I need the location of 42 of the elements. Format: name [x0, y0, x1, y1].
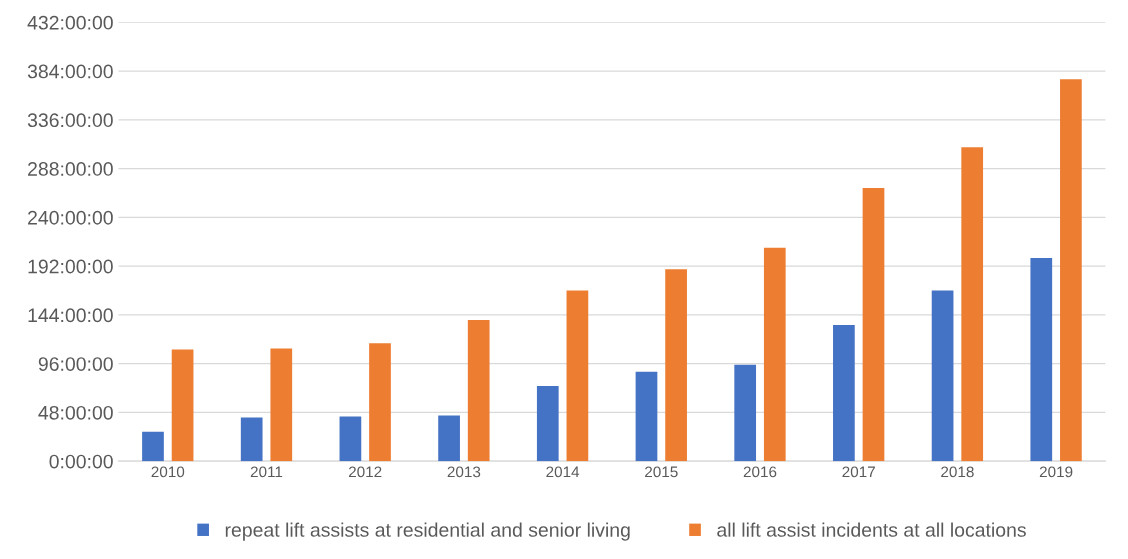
y-tick-label: 0:00:00: [49, 454, 113, 469]
bar: [438, 415, 460, 462]
bar: [635, 371, 658, 462]
bar: [763, 247, 786, 462]
bar: [862, 187, 885, 462]
bar: [240, 417, 263, 462]
legend-label: all lift assist incidents at all locations: [717, 522, 1026, 537]
bar: [961, 147, 984, 462]
bar: [566, 290, 589, 462]
x-tick-label: 2014: [546, 466, 580, 478]
x-tick-label: 2016: [743, 466, 777, 478]
x-tick-label: 2019: [1039, 466, 1073, 478]
y-tick-label: 336:00:00: [27, 113, 113, 128]
bar: [467, 319, 490, 462]
y-tick-label: 240:00:00: [28, 210, 113, 225]
y-tick-label: 432:00:00: [27, 15, 113, 30]
bar: [171, 349, 194, 462]
x-tick-label: 2011: [250, 466, 283, 478]
bar: [142, 431, 164, 462]
y-tick-label: 192:00:00: [28, 259, 113, 274]
bar: [931, 290, 954, 462]
y-tick-label: 384:00:00: [27, 64, 113, 79]
x-tick-label: 2012: [348, 466, 382, 478]
bar: [536, 386, 559, 462]
x-tick-label: 2018: [941, 466, 974, 478]
y-tick-label: 288:00:00: [28, 162, 113, 176]
bar: [339, 416, 362, 462]
y-tick-label: 96:00:00: [38, 357, 113, 371]
y-tick-label: 144:00:00: [28, 308, 113, 323]
bar: [1060, 79, 1082, 462]
bar: [1030, 258, 1053, 462]
y-tick-label: 48:00:00: [38, 405, 113, 420]
x-tick-label: 2015: [645, 466, 678, 478]
x-tick-label: 2013: [447, 466, 481, 478]
bar: [665, 269, 687, 462]
x-tick-label: 2017: [842, 466, 875, 478]
x-tick-label: 2010: [151, 466, 185, 478]
bar: [270, 348, 293, 462]
legend-label: repeat lift assists at residential and senior living: [225, 522, 630, 541]
bar: [734, 364, 757, 462]
bar: [833, 325, 855, 462]
bar: [369, 343, 391, 462]
